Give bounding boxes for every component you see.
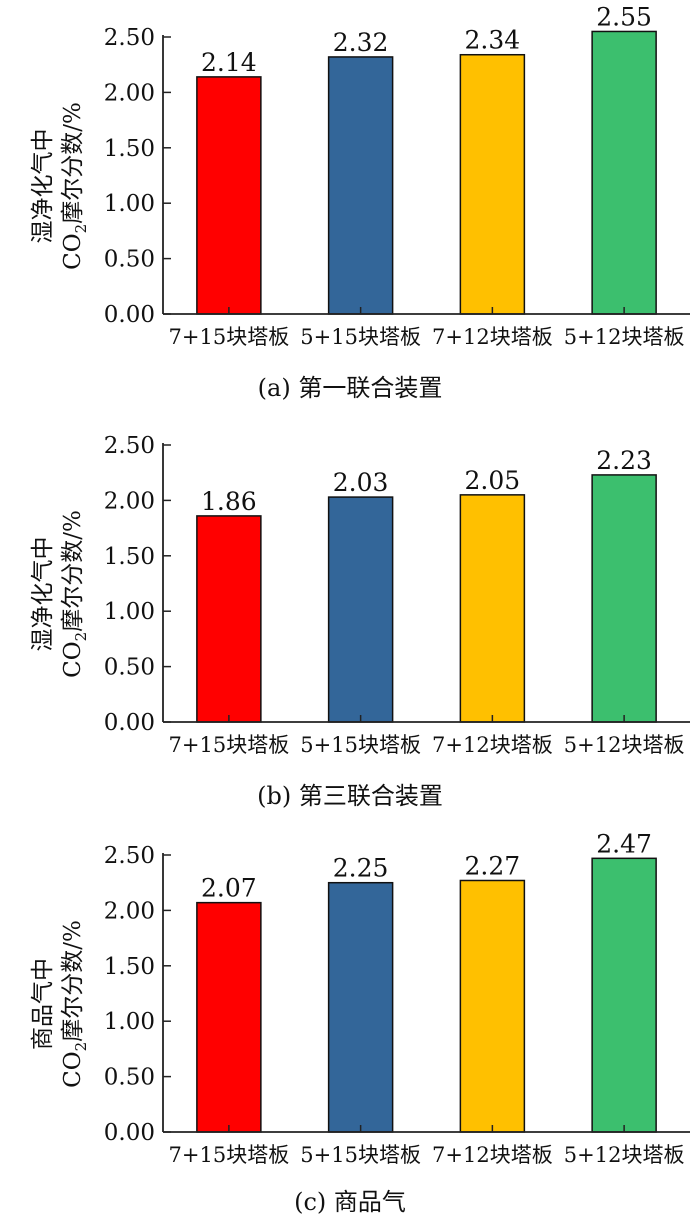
bar <box>591 857 657 1133</box>
y-tick-label: 2.50 <box>104 25 155 51</box>
bar-chart-c: 0.00 0.50 1.00 1.50 2.00 2.50 2.07 7+15块塔板 2.25 5… <box>104 829 690 1167</box>
bar <box>591 474 657 723</box>
y-tick-label: 1.50 <box>104 954 155 980</box>
y-axis-label-sub: 2 <box>71 1041 90 1052</box>
x-tick-label: 7+12块塔板 <box>432 1143 553 1167</box>
y-axis-label-sub: 2 <box>71 631 90 642</box>
bar <box>459 494 526 723</box>
x-tick-label: 5+15块塔板 <box>300 1143 421 1167</box>
x-tick-label: 5+12块塔板 <box>564 1143 685 1167</box>
bar <box>196 515 262 723</box>
y-tick-label: 1.50 <box>104 544 155 570</box>
data-label: 2.55 <box>596 2 652 31</box>
y-tick-label: 0.00 <box>104 710 155 736</box>
x-tick-label: 5+15块塔板 <box>300 733 421 757</box>
bar <box>459 53 526 315</box>
data-label: 2.25 <box>333 854 389 883</box>
y-tick-label: 2.50 <box>104 433 155 459</box>
y-axis-label-line1: 湿净化气中 <box>30 536 57 652</box>
data-label: 2.14 <box>201 48 257 77</box>
data-label: 2.27 <box>465 851 521 880</box>
caption-c: (c) 商品气 <box>294 1188 406 1216</box>
x-tick-label: 5+12块塔板 <box>564 325 685 349</box>
caption-a: (a) 第一联合装置 <box>257 374 443 402</box>
caption-b: (b) 第三联合装置 <box>257 782 443 810</box>
data-label: 2.47 <box>596 829 652 858</box>
y-tick-label: 2.00 <box>104 488 155 514</box>
y-tick-label: 0.50 <box>104 655 155 681</box>
y-tick-label: 1.00 <box>104 599 155 625</box>
bar <box>327 56 394 315</box>
y-tick-label: 2.00 <box>104 80 155 106</box>
y-tick-label: 0.50 <box>104 1065 155 1091</box>
data-label: 2.23 <box>596 446 652 475</box>
bar <box>459 879 526 1133</box>
data-label: 2.32 <box>333 28 389 57</box>
bar-chart-b: 0.00 0.50 1.00 1.50 2.00 2.50 1.86 7+15块塔板 2.03 5… <box>104 433 690 757</box>
y-tick-label: 1.50 <box>104 136 155 162</box>
y-axis-label-b: 湿净化气中 CO2摩尔分数/% <box>2 510 122 678</box>
y-tick-label: 2.00 <box>104 898 155 924</box>
y-axis-label-co: CO <box>60 233 87 270</box>
bar-chart-a: 0.00 0.50 1.00 1.50 2.00 2.50 2.14 7+15块塔板 2.32 5… <box>104 2 690 349</box>
data-label: 1.86 <box>201 487 257 516</box>
y-axis-label-unit: 摩尔分数/% <box>60 510 87 632</box>
x-tick-label: 5+12块塔板 <box>564 733 685 757</box>
data-label: 2.03 <box>333 468 389 497</box>
bar <box>327 496 394 723</box>
data-label: 2.05 <box>465 466 521 495</box>
y-tick-label: 0.00 <box>104 1120 155 1146</box>
bar <box>196 76 262 315</box>
y-axis-label-co: CO <box>60 641 87 678</box>
y-tick-label: 1.00 <box>104 191 155 217</box>
y-axis-label-a: 湿净化气中 CO2摩尔分数/% <box>2 102 122 270</box>
y-tick-label: 0.00 <box>104 302 155 328</box>
y-axis-label-co: CO <box>60 1051 87 1088</box>
x-tick-label: 7+15块塔板 <box>169 1143 290 1167</box>
x-tick-label: 7+12块塔板 <box>432 733 553 757</box>
y-axis-label-line1: 湿净化气中 <box>30 128 57 244</box>
bar <box>327 881 394 1133</box>
chart-panel-a: 0.00 0.50 1.00 1.50 2.00 2.50 2.14 7+15块塔板 2.32 5… <box>0 0 700 410</box>
bar <box>196 901 262 1133</box>
x-tick-label: 5+15块塔板 <box>300 325 421 349</box>
x-tick-label: 7+15块塔板 <box>169 733 290 757</box>
y-tick-label: 0.50 <box>104 247 155 273</box>
y-tick-label: 2.50 <box>104 843 155 869</box>
y-axis-label-line1: 商品气中 <box>30 958 57 1050</box>
bar <box>591 30 657 315</box>
x-tick-label: 7+12块塔板 <box>432 325 553 349</box>
data-label: 2.34 <box>465 26 521 55</box>
y-axis-label-sub: 2 <box>71 223 90 234</box>
y-axis-label-c: 商品气中 CO2摩尔分数/% <box>2 920 122 1088</box>
data-label: 2.07 <box>201 874 257 903</box>
y-axis-label-unit: 摩尔分数/% <box>60 920 87 1042</box>
y-tick-label: 1.00 <box>104 1009 155 1035</box>
chart-panel-c: 0.00 0.50 1.00 1.50 2.00 2.50 2.07 7+15块塔板 2.25 5… <box>0 818 700 1226</box>
chart-panel-b: 0.00 0.50 1.00 1.50 2.00 2.50 1.86 7+15块塔板 2.03 5… <box>0 408 700 818</box>
x-tick-label: 7+15块塔板 <box>169 325 290 349</box>
y-axis-label-unit: 摩尔分数/% <box>60 102 87 224</box>
